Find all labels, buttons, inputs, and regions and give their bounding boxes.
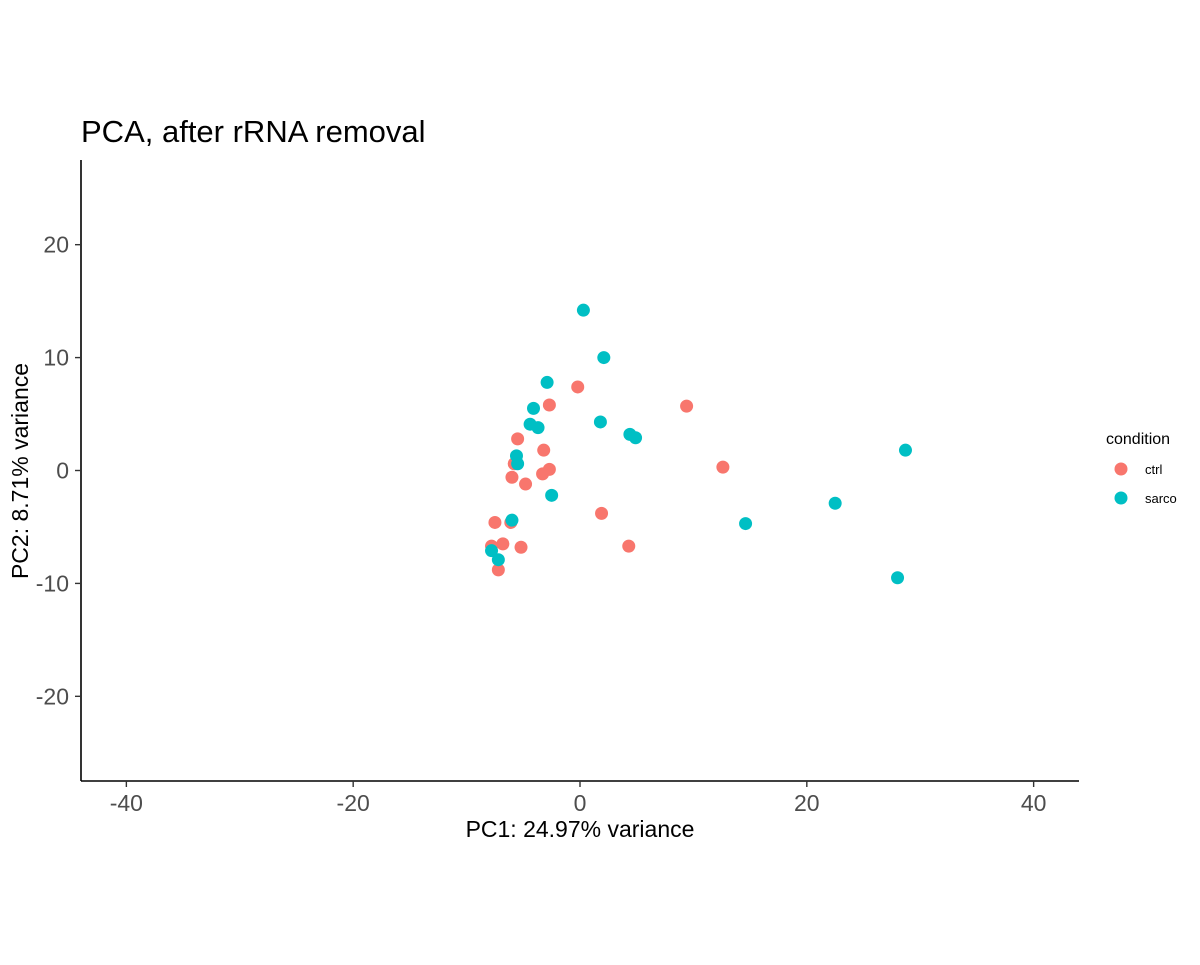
y-tick-label: -10 [36,570,69,596]
data-point-sarco [629,431,643,445]
legend-title: condition [1106,431,1170,448]
y-tick-label: 10 [43,345,69,371]
data-point-ctrl [595,506,609,520]
data-point-sarco [540,375,554,389]
data-point-ctrl [571,380,585,394]
data-points [485,303,912,585]
y-tick-label: 20 [43,232,69,258]
legend-key-sarco [1114,491,1128,505]
x-tick-label: -40 [110,790,143,816]
legend-key-ctrl [1114,462,1128,476]
data-point-ctrl [488,515,502,529]
data-point-ctrl [511,432,525,446]
y-tick-label: -20 [36,683,69,709]
data-point-sarco [593,415,607,429]
chart-title: PCA, after rRNA removal [81,114,426,149]
data-point-ctrl [542,398,556,412]
data-point-ctrl [716,460,730,474]
data-point-ctrl [536,467,550,481]
legend-label-sarco: sarco [1145,491,1177,506]
data-point-sarco [505,513,519,527]
data-point-sarco [531,421,545,435]
x-tick-label: 40 [1021,790,1047,816]
data-point-sarco [511,457,525,471]
y-tick-label: 0 [56,458,69,484]
x-tick-label: 0 [574,790,587,816]
data-point-ctrl [496,537,510,551]
data-point-ctrl [514,540,528,554]
y-axis-label: PC2: 8.71% variance [7,363,33,579]
data-point-sarco [545,488,559,502]
data-point-sarco [527,401,541,415]
data-point-ctrl [505,470,519,484]
legend: condition ctrl sarco [1106,431,1177,506]
data-point-sarco [597,351,611,365]
data-point-sarco [891,571,905,585]
data-point-ctrl [537,443,551,457]
x-axis-label: PC1: 24.97% variance [466,816,695,842]
data-point-ctrl [622,539,636,553]
data-point-sarco [739,517,753,531]
legend-label-ctrl: ctrl [1145,462,1162,477]
x-tick-label: 20 [794,790,820,816]
axes: -40 -20 0 20 40 -20 -10 0 10 20 [36,160,1079,816]
data-point-ctrl [519,477,533,491]
data-point-ctrl [491,563,505,577]
data-point-sarco [898,443,912,457]
data-point-sarco [491,553,505,567]
data-point-sarco [485,544,499,558]
data-point-sarco [576,303,590,317]
x-tick-label: -20 [337,790,370,816]
data-point-sarco [828,496,842,510]
data-point-ctrl [680,399,694,413]
